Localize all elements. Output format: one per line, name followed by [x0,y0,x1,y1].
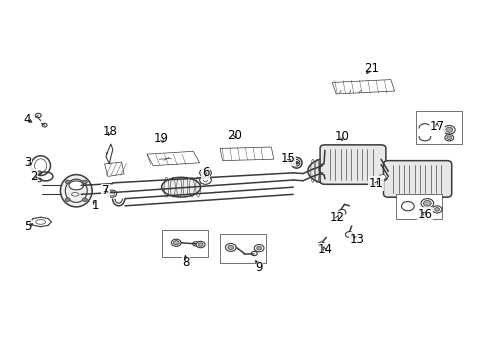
Text: 19: 19 [154,132,169,145]
Circle shape [294,161,298,164]
Circle shape [82,180,87,184]
FancyBboxPatch shape [320,145,385,184]
Circle shape [82,198,87,202]
FancyBboxPatch shape [383,161,451,197]
Circle shape [256,246,261,250]
Circle shape [434,208,439,211]
Text: 20: 20 [227,129,242,142]
Circle shape [171,239,181,246]
Text: 7: 7 [102,184,109,197]
Ellipse shape [307,157,356,184]
Polygon shape [147,151,199,166]
Ellipse shape [69,181,83,190]
Circle shape [443,126,454,134]
Text: 18: 18 [103,125,118,138]
Circle shape [227,245,233,249]
Text: 1: 1 [92,199,100,212]
Circle shape [444,134,453,141]
Text: 11: 11 [368,177,383,190]
Circle shape [446,136,451,139]
Text: 12: 12 [329,211,344,224]
Text: 13: 13 [348,233,364,246]
Bar [415,111,462,144]
Text: 15: 15 [281,152,295,165]
Circle shape [225,243,236,251]
Circle shape [254,244,264,252]
Ellipse shape [72,193,79,196]
Polygon shape [104,162,124,176]
Circle shape [431,206,441,213]
Ellipse shape [293,159,299,166]
Circle shape [196,241,204,248]
Text: 10: 10 [334,130,349,144]
Circle shape [378,175,385,180]
Ellipse shape [161,177,200,197]
Text: 3: 3 [24,156,31,168]
Circle shape [423,201,430,206]
Circle shape [199,168,211,177]
Text: 21: 21 [363,62,378,75]
Text: 8: 8 [182,256,189,269]
Text: 14: 14 [317,243,332,256]
Text: 2: 2 [30,170,38,183]
Circle shape [65,198,70,202]
Text: 16: 16 [417,208,431,221]
Text: 6: 6 [202,166,209,179]
Text: 4: 4 [24,113,31,126]
Circle shape [65,180,70,184]
Circle shape [198,243,203,246]
Circle shape [420,199,433,208]
Bar [395,194,441,220]
Circle shape [445,127,452,132]
Circle shape [199,176,211,184]
Text: 9: 9 [255,261,263,274]
Bar [220,234,266,263]
Bar [161,230,207,257]
Text: 5: 5 [24,220,31,233]
Polygon shape [220,147,273,161]
Circle shape [173,240,179,245]
Text: 17: 17 [429,120,444,133]
Ellipse shape [61,175,92,207]
Polygon shape [331,80,394,94]
